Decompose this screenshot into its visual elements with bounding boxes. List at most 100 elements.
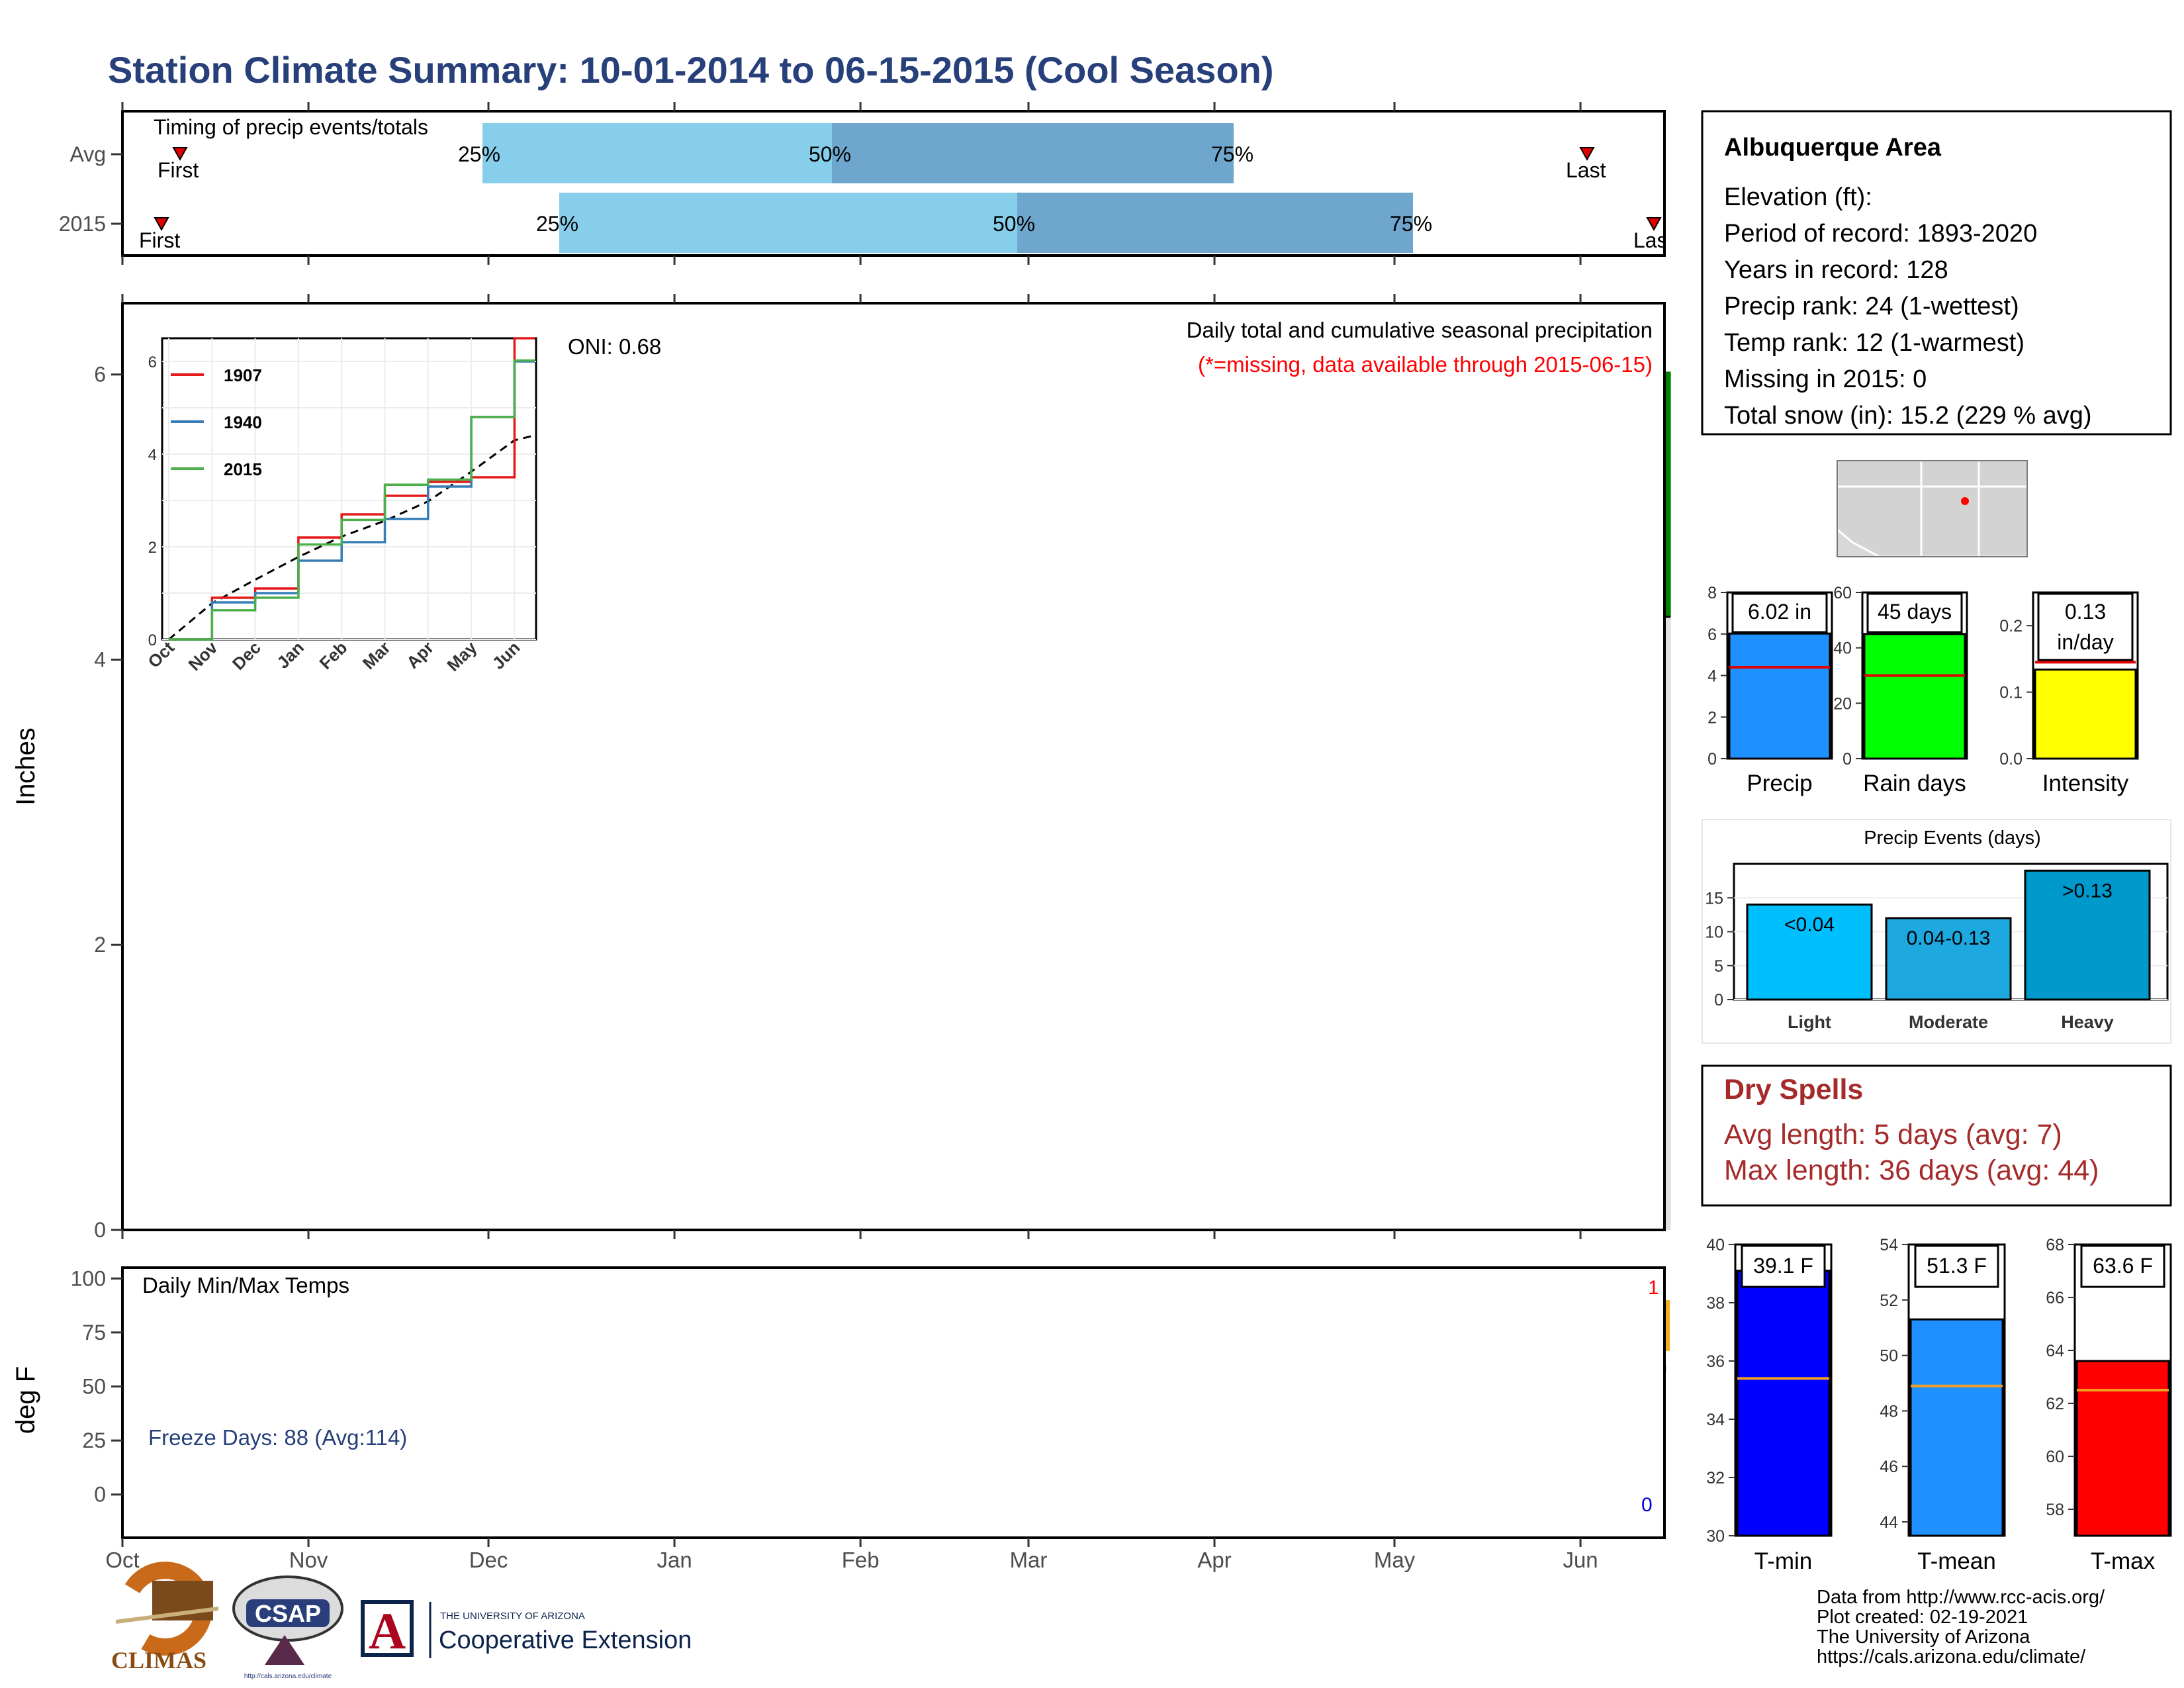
- station-info-box: Albuquerque Area Elevation (ft): Period …: [1701, 110, 2172, 436]
- record-low-count: 0: [1641, 1494, 1653, 1516]
- timing-2015-q75: 75%: [1390, 212, 1432, 236]
- events-title: Precip Events (days): [1864, 827, 2041, 849]
- x-tick-feb: Feb: [842, 1548, 880, 1572]
- oni-label: ONI: 0.68: [568, 334, 661, 359]
- summary-bar-tick: 0: [1707, 750, 1717, 769]
- csap-logo-text: CSAP: [255, 1600, 321, 1627]
- timing-panel: Timing of precip events/totals Avg 2015 …: [59, 110, 1666, 257]
- x-tick-jan: Jan: [657, 1548, 692, 1572]
- temp-bar-tick: 44: [1880, 1513, 1898, 1532]
- temp-bar-tick: 50: [1880, 1347, 1898, 1366]
- credits: Data from http://www.rcc-acis.org/ Plot …: [1817, 1587, 2105, 1667]
- temp-bar-tick: 48: [1880, 1402, 1898, 1421]
- timing-2015-first-marker: [154, 217, 169, 232]
- summary-bar-tick: 8: [1707, 584, 1717, 602]
- timing-row-2015-label: 2015: [59, 212, 106, 236]
- events-y-tick: 10: [1705, 923, 1723, 942]
- temp-bar-tick: 62: [2046, 1395, 2064, 1413]
- inset-legend-label: 1907: [224, 365, 262, 385]
- inset-legend-label: 2015: [224, 459, 262, 479]
- events-bar-light: [1746, 904, 1873, 1001]
- summary-bar-rain-days: [1863, 633, 1966, 760]
- events-y-tick: 5: [1714, 957, 1723, 976]
- events-bar-heavy: [2024, 869, 2151, 1001]
- timing-2015-q50: 50%: [993, 212, 1035, 236]
- station-name: Albuquerque Area: [1724, 134, 1942, 162]
- temp-bar-label: T-max: [2091, 1548, 2156, 1574]
- temp-y-tick: 100: [71, 1266, 106, 1290]
- events-category-label: Heavy: [2061, 1012, 2114, 1032]
- inset-legend-label: 1940: [224, 412, 262, 432]
- ua-cooperative-extension-logo: A THE UNIVERSITY OF ARIZONA Cooperative …: [361, 1600, 692, 1660]
- summary-bar-label: Intensity: [2042, 771, 2129, 796]
- timing-2015-first-label: First: [139, 228, 180, 252]
- x-tick-apr: Apr: [1197, 1548, 1231, 1572]
- temp-bar-tick: 30: [1706, 1527, 1725, 1546]
- csap-logo-url: http://cals.arizona.edu/climate: [244, 1673, 332, 1680]
- temp-bar-tick: 64: [2046, 1342, 2064, 1360]
- page-title: Station Climate Summary: 10-01-2014 to 0…: [108, 49, 1274, 91]
- temp-bar-t-max: [2075, 1360, 2170, 1537]
- summary-bar-intensity: [2034, 668, 2137, 760]
- inset-y-tick: 0: [148, 632, 157, 649]
- temp-bar-value: 51.3 F: [1927, 1254, 1987, 1278]
- temp-bar-tick: 32: [1706, 1469, 1725, 1487]
- credit-line-1: Data from http://www.rcc-acis.org/: [1817, 1587, 2105, 1608]
- info-snow: Total snow (in): 15.2 (229 % avg): [1724, 402, 2092, 430]
- events-y-tick: 0: [1714, 991, 1723, 1009]
- summary-bar-tick: 0.2: [1999, 617, 2023, 635]
- temp-bar-t-min: [1736, 1270, 1831, 1537]
- summary-bar-tick: 0: [1843, 750, 1852, 769]
- ua-logo-main: Cooperative Extension: [439, 1626, 692, 1654]
- x-tick-may: May: [1374, 1548, 1416, 1572]
- temp-bar-tick: 36: [1706, 1352, 1725, 1371]
- info-period: Period of record: 1893-2020: [1724, 220, 2037, 248]
- info-elevation: Elevation (ft):: [1724, 183, 1872, 211]
- dry-spells-title: Dry Spells: [1724, 1074, 1863, 1105]
- inset-y-tick: 2: [148, 539, 157, 557]
- climas-logo: CLIMAS: [111, 1562, 219, 1673]
- credit-line-3: The University of Arizona: [1817, 1626, 2030, 1648]
- temp-bar-label: T-mean: [1917, 1548, 1996, 1574]
- x-tick-jun: Jun: [1563, 1548, 1598, 1572]
- dry-spells-max: Max length: 36 days (avg: 44): [1724, 1154, 2099, 1186]
- credit-line-4: https://cals.arizona.edu/climate/: [1817, 1646, 2086, 1667]
- summary-bar-value: 0.13: [2065, 600, 2106, 624]
- summary-bar-tick: 60: [1833, 584, 1852, 602]
- timing-avg-q50: 50%: [809, 142, 851, 166]
- inset-avg-line: [168, 434, 535, 641]
- timing-avg-bar-q25-q50: [482, 123, 832, 183]
- summary-bar-label: Rain days: [1863, 771, 1966, 796]
- dry-spells-box: Dry Spells Avg length: 5 days (avg: 7) M…: [1701, 1064, 2172, 1207]
- temp-bar-tick: 46: [1880, 1458, 1898, 1476]
- temp-bar-tick: 66: [2046, 1289, 2064, 1307]
- timing-2015-bar-q50-q75: [1017, 193, 1413, 253]
- summary-bar-tick: 40: [1833, 639, 1852, 658]
- summary-bar-tick: 2: [1707, 708, 1717, 727]
- precip-y-tick: 0: [94, 1218, 106, 1242]
- precip-y-tick: 6: [94, 363, 106, 387]
- dry-spells-avg: Avg length: 5 days (avg: 7): [1724, 1119, 2062, 1150]
- summary-bar-tick: 0.0: [1999, 750, 2023, 769]
- precip-y-tick: 4: [94, 647, 106, 671]
- timing-2015-bar-q25-q50: [559, 193, 1017, 253]
- temp-bar-tick: 60: [2046, 1448, 2064, 1466]
- summary-bar-value: 6.02 in: [1748, 600, 1811, 624]
- timing-avg-first-marker: [172, 147, 188, 162]
- inset-y-tick: 6: [148, 353, 157, 371]
- precip-y-tick: 2: [94, 933, 106, 957]
- climas-logo-text: CLIMAS: [111, 1647, 206, 1673]
- events-bar-moderate: [1885, 917, 2012, 1001]
- record-high-count: 1: [1648, 1277, 1659, 1299]
- timing-avg-bar-q50-q75: [832, 123, 1234, 183]
- temp-panel: 0 25 50 75 100 deg F Daily Min/Max Temps Fre…: [11, 1266, 1670, 1539]
- temp-bar-value: 39.1 F: [1753, 1254, 1813, 1278]
- temp-bar-t-mean: [1909, 1318, 2004, 1537]
- info-precip-rank: Precip rank: 24 (1-wettest): [1724, 293, 2019, 320]
- temp-y-tick: 50: [82, 1375, 106, 1399]
- timing-avg-last-label: Last: [1566, 158, 1606, 182]
- summary-bar-value-unit: in/day: [2057, 630, 2113, 654]
